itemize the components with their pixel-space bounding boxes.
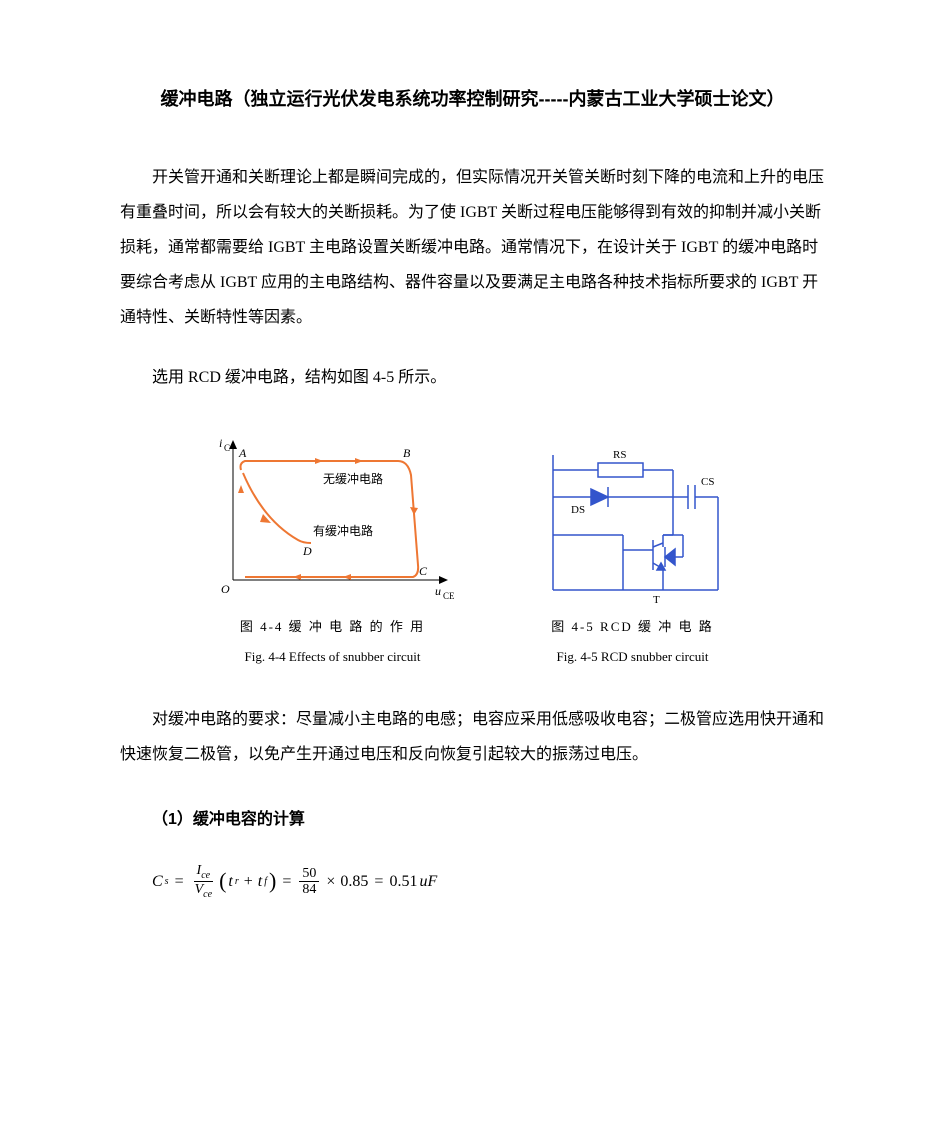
x-axis-sub: CE [443,591,455,601]
plus: + [244,864,253,899]
point-B: B [403,446,411,460]
page-container: 缓冲电路（独立运行光伏发电系统功率控制研究-----内蒙古工业大学硕士论文） 开… [0,0,945,966]
fig-4-4-caption-en: Fig. 4-4 Effects of snubber circuit [245,643,421,672]
figures-row: O i C u CE [120,425,825,672]
paragraph-1: 开关管开通和关断理论上都是瞬间完成的，但实际情况开关管关断时刻下降的电流和上升的… [120,160,825,336]
origin-label: O [221,582,230,596]
var-C: C [152,864,163,899]
eq1: = [175,864,184,899]
unit-uF: uF [419,864,437,899]
ds-label: DS [571,504,585,516]
lparen: ( [219,857,226,905]
figure-4-4: O i C u CE [203,425,463,672]
y-axis-sub: C [224,443,230,453]
y-axis-label: i [219,436,222,450]
point-C: C [419,564,428,578]
formula-cs: Cs = Ice Vce ( tr + tf ) = 50 84 × 0.85 … [152,857,825,905]
rs-label: RS [613,449,626,461]
var-tr: t [228,864,232,899]
cs-label: CS [701,476,714,488]
page-title: 缓冲电路（独立运行光伏发电系统功率控制研究-----内蒙古工业大学硕士论文） [120,80,825,120]
with-snubber-curve [243,473,311,543]
fig-4-5-caption-cn: 图 4-5 RCD 缓 冲 电 路 [551,613,714,642]
fig-4-5-caption-en: Fig. 4-5 RCD snubber circuit [556,643,708,672]
with-snubber-label: 有缓冲电路 [313,523,373,538]
rparen: ) [269,857,276,905]
result: 0.51 [389,864,417,899]
figure-4-5: RS DS CS T 图 4-5 RCD 缓 冲 电 路 Fig. 4-5 RC… [523,425,743,672]
t-label: T [653,594,660,605]
const-085: 0.85 [340,864,368,899]
frac-Ice-Vce: Ice Vce [192,863,215,900]
no-snubber-label: 无缓冲电路 [323,471,383,486]
point-A: A [238,446,247,460]
snubber-effect-graph: O i C u CE [203,425,463,605]
point-D: D [302,544,312,558]
eq2: = [282,864,291,899]
paragraph-3: 对缓冲电路的要求：尽量减小主电路的电感；电容应采用低感吸收电容；二极管应选用快开… [120,702,825,772]
frac-50-84: 50 84 [299,866,319,898]
times: × [326,864,335,899]
fig-4-4-caption-cn: 图 4-4 缓 冲 电 路 的 作 用 [240,613,425,642]
eq3: = [374,864,383,899]
var-tf: t [258,864,262,899]
section-1-heading: （1）缓冲电容的计算 [120,802,825,837]
x-axis-label: u [435,584,441,598]
paragraph-2: 选用 RCD 缓冲电路，结构如图 4-5 所示。 [120,360,825,395]
rcd-snubber-circuit: RS DS CS T [523,425,743,605]
var-C-sub: s [165,871,169,893]
